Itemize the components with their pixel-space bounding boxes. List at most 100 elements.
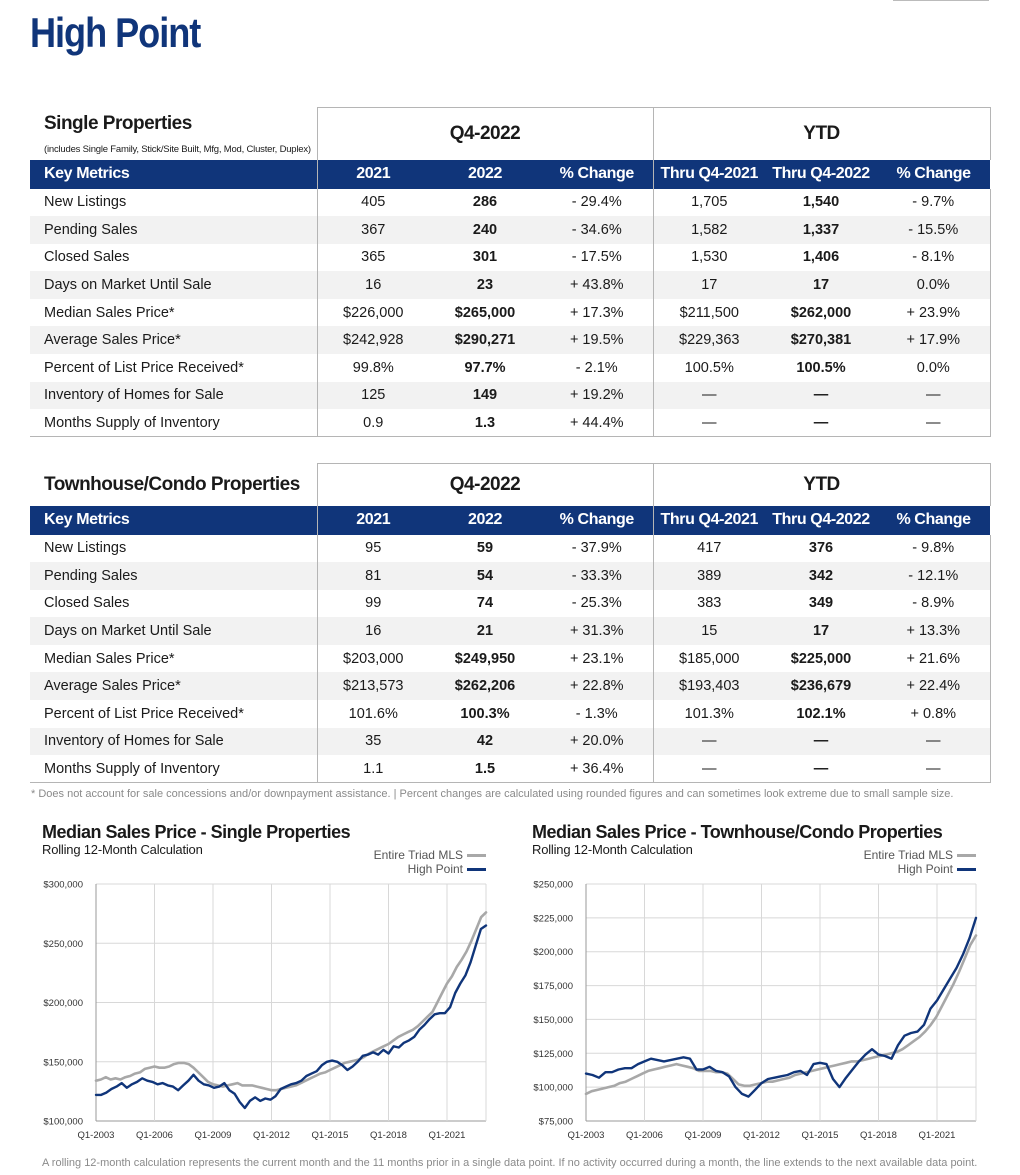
x-tick-label: Q1-2018 — [860, 1130, 897, 1141]
metric-value: 0.0% — [877, 271, 991, 299]
metric-label: Inventory of Homes for Sale — [30, 381, 317, 410]
chart-condo-subtitle: Rolling 12-Month Calculation — [532, 842, 693, 857]
metric-value: $262,206 — [429, 672, 541, 701]
metric-value: — — [652, 409, 766, 438]
legend-label: Entire Triad MLS — [863, 848, 953, 862]
chart-condo-title: Median Sales Price - Townhouse/Condo Pro… — [532, 822, 943, 842]
table-row: Percent of List Price Received* 101.6% 100… — [30, 700, 991, 728]
metric-value: — — [877, 727, 991, 756]
metric-value: — — [877, 381, 991, 410]
metric-value: $270,381 — [765, 326, 878, 355]
table-row: Inventory of Homes for Sale 35 42 + 20.0% — —… — [30, 727, 991, 756]
metric-value: 1.3 — [429, 409, 541, 438]
metric-label: Days on Market Until Sale — [30, 271, 317, 299]
metric-value: $290,271 — [429, 326, 541, 355]
metric-value: - 25.3% — [571, 595, 622, 612]
metric-value: $185,000 — [652, 644, 766, 673]
metric-value: 101.3% — [652, 700, 766, 728]
column-header: Thru Q4-2021 — [652, 505, 766, 535]
legend-swatch — [957, 853, 976, 857]
metric-value: 383 — [652, 589, 766, 618]
table-row: Median Sales Price* $203,000 $249,950 + 23.… — [30, 644, 991, 673]
header-rule — [893, 0, 989, 1]
metric-value: - 9.8% — [877, 534, 991, 563]
legend-label: Entire Triad MLS — [373, 848, 463, 862]
condo-section-title: Townhouse/Condo Properties — [44, 473, 300, 495]
metric-value: 74 — [476, 595, 494, 612]
x-tick-label: Q1-2006 — [626, 1130, 663, 1141]
metric-value: 101.6% — [316, 700, 429, 728]
x-tick-label: Q1-2009 — [685, 1130, 722, 1141]
metric-value: 95 — [316, 534, 429, 563]
metric-label: Pending Sales — [30, 562, 317, 590]
metric-value: + 17.9% — [877, 326, 991, 355]
metric-value: 16 — [316, 617, 429, 645]
column-header: % Change — [541, 505, 654, 535]
metric-value: 376 — [808, 540, 834, 557]
metric-value: 1,582 — [652, 216, 766, 244]
condo-period-quarter: Q4-2022 — [316, 463, 654, 506]
metric-label: New Listings — [44, 540, 127, 557]
metric-value: 17 — [765, 271, 878, 299]
metric-label: Days on Market Until Sale — [30, 617, 317, 645]
metric-value: 342 — [765, 562, 878, 590]
legend-swatch — [957, 867, 976, 871]
metric-label: Percent of List Price Received* — [44, 705, 244, 722]
legend-entry: Entire Triad MLS — [300, 848, 486, 862]
table-row: Closed Sales 99 74 - 25.3% 383 349 - 8.9% — [30, 589, 991, 618]
metric-value: 1,337 — [765, 216, 878, 244]
metric-value: 100.5% — [796, 359, 846, 376]
metric-value: 149 — [429, 381, 541, 410]
table-row: New Listings 95 59 - 37.9% 417 376 - 9.8% — [30, 534, 991, 563]
metric-value: 97.7% — [464, 359, 506, 376]
table-row: Median Sales Price* $226,000 $265,000 + 17.… — [30, 298, 991, 327]
chart-single-title: Median Sales Price - Single Properties — [42, 822, 351, 842]
metric-value: $262,000 — [790, 304, 852, 321]
chart-single-subtitle: Rolling 12-Month Calculation — [42, 842, 203, 857]
table-row: Closed Sales 365 301 - 17.5% 1,530 1,406 - 8.1… — [30, 243, 991, 272]
series-line-high-point — [94, 924, 488, 1110]
table-row: New Listings 405 286 - 29.4% 1,705 1,540 - 9.7… — [30, 188, 991, 217]
metric-value: + 22.4% — [877, 672, 991, 701]
metric-value: 42 — [429, 727, 541, 756]
metric-value: 417 — [652, 534, 766, 563]
y-tick-label: $125,000 — [533, 1049, 573, 1060]
metric-value: 99 — [316, 589, 429, 618]
metric-value: $265,000 — [454, 304, 516, 321]
metric-label: Percent of List Price Received* — [44, 359, 244, 376]
metric-label: New Listings — [44, 194, 127, 211]
legend-label: High Point — [897, 862, 953, 876]
column-header: Key Metrics — [30, 505, 317, 535]
x-tick-label: Q1-2021 — [429, 1130, 466, 1141]
y-tick-label: $175,000 — [533, 981, 573, 992]
metric-value: 405 — [316, 188, 429, 217]
metric-value: 35 — [316, 727, 429, 756]
metric-value: $225,000 — [790, 650, 852, 667]
metric-value: $213,573 — [316, 672, 429, 701]
metric-value: 1.1 — [316, 755, 429, 784]
metric-value: 23 — [429, 271, 541, 299]
table-row: Months Supply of Inventory 0.9 1.3 + 44.4% —… — [30, 409, 991, 438]
metric-value: - 2.1% — [575, 359, 618, 376]
metric-value: + 19.5% — [541, 326, 654, 355]
series-line-triad-mls — [584, 934, 978, 1096]
metric-value: + 31.3% — [541, 617, 654, 645]
metric-value: + 23.1% — [569, 650, 624, 667]
x-tick-label: Q1-2015 — [802, 1130, 839, 1141]
metric-value: 0.9 — [316, 409, 429, 438]
condo-header-row: Townhouse/Condo Properties Q4-2022 YTD — [30, 463, 991, 506]
metric-label: Average Sales Price* — [30, 326, 317, 355]
x-tick-label: Q1-2015 — [312, 1130, 349, 1141]
y-tick-label: $300,000 — [43, 880, 83, 891]
metric-value: - 9.7% — [877, 188, 991, 217]
metric-value: - 34.6% — [541, 216, 654, 244]
metric-value: $242,928 — [316, 326, 429, 355]
metric-value: - 12.1% — [877, 562, 991, 590]
y-tick-label: $75,000 — [539, 1117, 573, 1128]
metric-value: $226,000 — [316, 298, 429, 327]
metric-value: + 23.9% — [877, 298, 991, 327]
metric-label: Median Sales Price* — [44, 650, 175, 667]
column-header: Thru Q4-2022 — [765, 505, 878, 535]
table-row: Inventory of Homes for Sale 125 149 + 19.2%… — [30, 381, 991, 410]
metric-value: 81 — [316, 562, 429, 590]
